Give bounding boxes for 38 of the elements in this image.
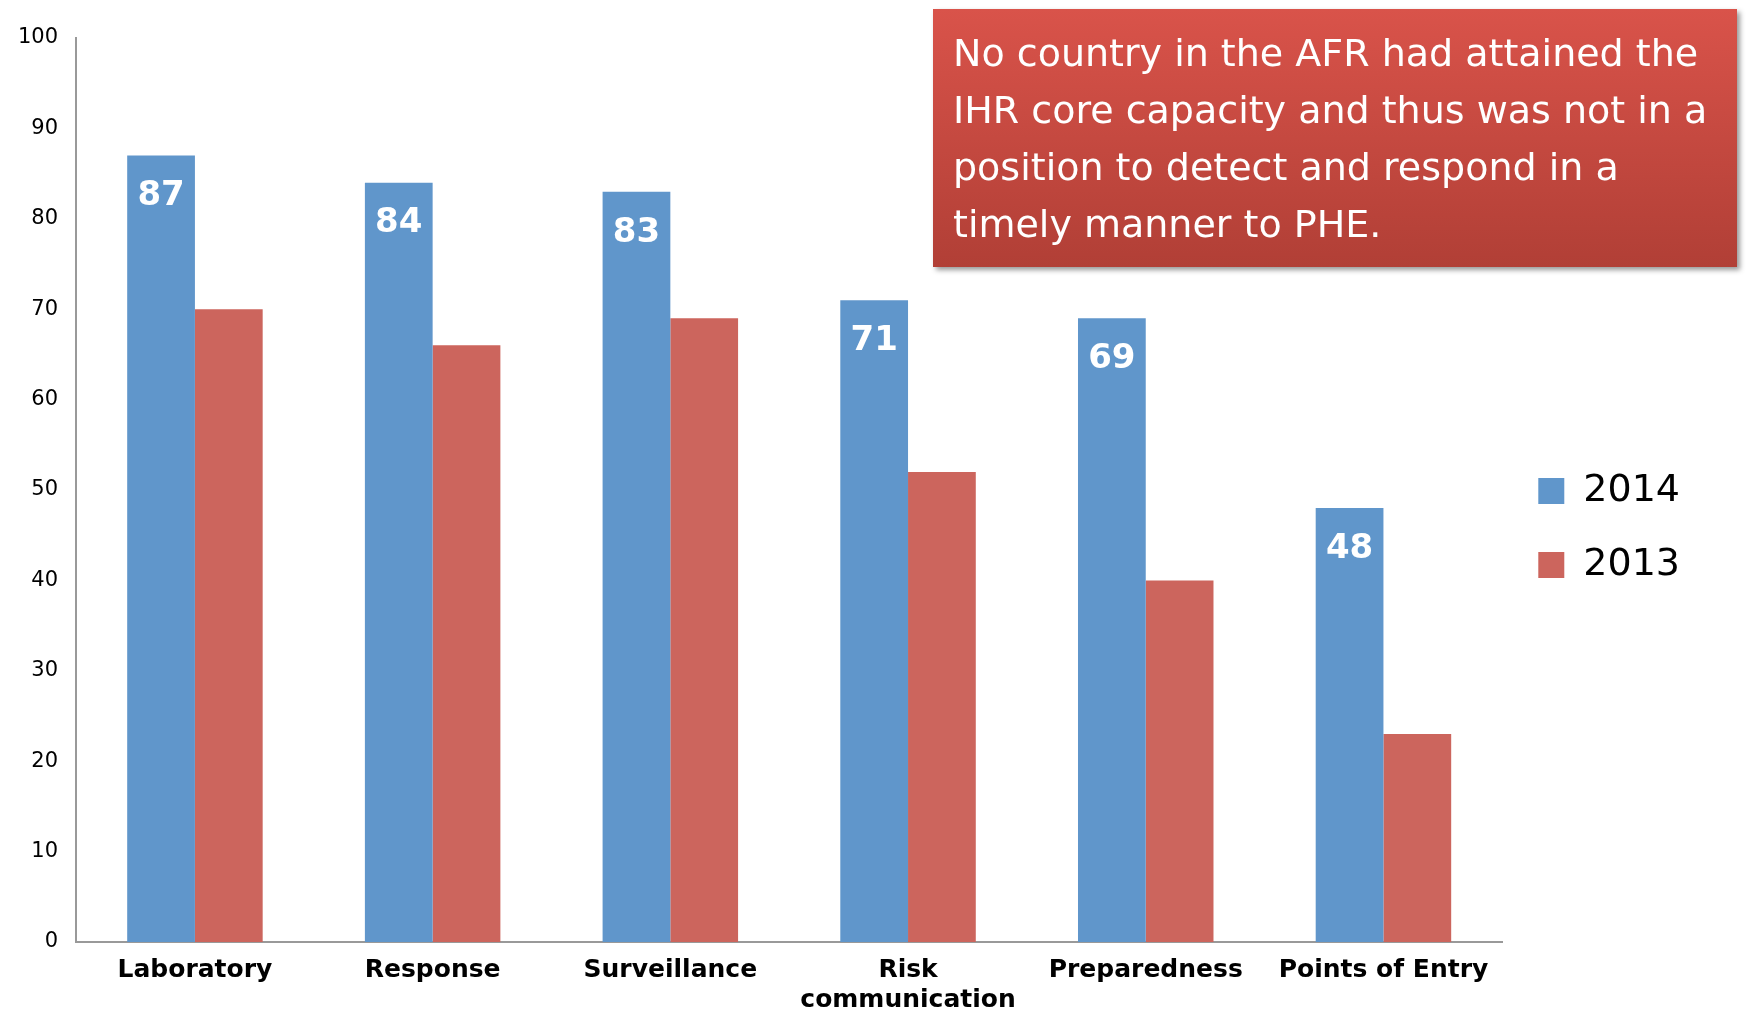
bar — [1077, 318, 1146, 942]
legend-label: 2014 — [1583, 465, 1681, 510]
x-tick-label: Preparedness — [1048, 953, 1243, 983]
y-tick-label: 50 — [31, 476, 59, 501]
bar — [1145, 580, 1214, 942]
y-tick-label: 100 — [17, 24, 59, 49]
y-tick-label: 40 — [31, 566, 59, 591]
data-label: 83 — [612, 209, 661, 250]
data-label: 84 — [375, 200, 423, 241]
bar — [1315, 508, 1384, 942]
bar — [364, 182, 433, 942]
y-tick-label: 10 — [31, 838, 59, 863]
y-tick-label: 70 — [31, 295, 59, 320]
annotation: No country in the AFR had attained the IHR core capacity and thus was not in a position to detect and respond in a timely manner to PHE. — [933, 9, 1737, 267]
legend-label: 2013 — [1583, 539, 1681, 584]
bar — [602, 191, 671, 942]
y-tick-label: 30 — [31, 657, 59, 682]
data-label: 87 — [137, 173, 185, 214]
data-label: 48 — [1325, 525, 1374, 566]
x-tick-label: Points of Entry — [1278, 953, 1489, 983]
data-label: 69 — [1088, 336, 1136, 377]
y-tick-label: 80 — [31, 205, 59, 230]
bar — [432, 345, 501, 942]
y-tick-label: 90 — [31, 114, 59, 139]
y-tick-label: 0 — [44, 928, 59, 953]
x-tick-label: Surveillance — [583, 953, 758, 983]
y-tick-label: 60 — [31, 386, 59, 411]
bar — [194, 309, 263, 942]
y-tick-label: 20 — [31, 747, 59, 772]
bar — [1383, 734, 1452, 942]
bar — [840, 300, 909, 942]
x-tick-label: Risk communication — [800, 953, 1016, 1013]
x-tick-label: Laboratory — [117, 953, 273, 983]
x-tick-label: Response — [364, 953, 501, 983]
data-label: 71 — [850, 317, 898, 358]
bar — [670, 318, 739, 942]
bar — [908, 471, 976, 942]
bar — [127, 155, 195, 942]
